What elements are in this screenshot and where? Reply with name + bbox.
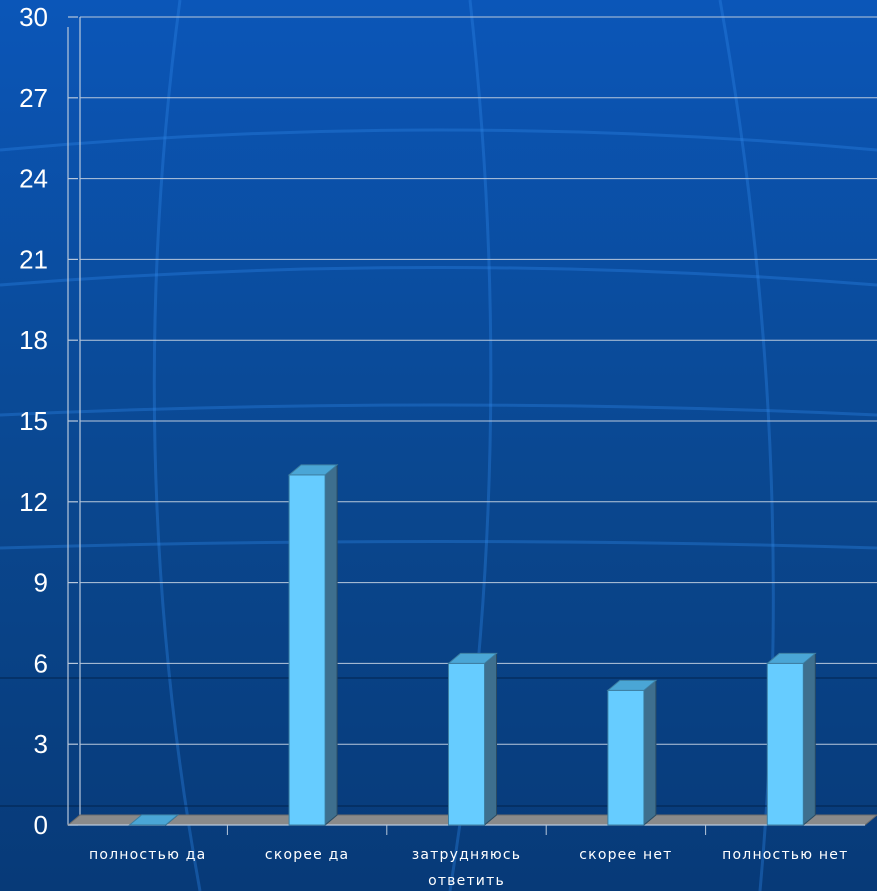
bar: [128, 813, 180, 827]
y-tick-label: 6: [34, 648, 48, 678]
bar: [447, 652, 498, 827]
bar-top: [765, 652, 817, 664]
bar-top: [287, 464, 339, 476]
bar: [765, 652, 817, 827]
bar-side: [324, 463, 338, 827]
y-tick-label: 0: [34, 810, 48, 840]
gridlines: [80, 16, 877, 745]
x-tick-label: ответить: [428, 873, 505, 889]
bar-top: [447, 652, 498, 664]
x-tick-label: скорее да: [265, 847, 349, 863]
x-tick-label: скорее нет: [579, 847, 672, 863]
bar-front: [766, 662, 804, 826]
bar: [287, 463, 339, 827]
bar-side: [802, 652, 816, 827]
y-tick-label: 3: [34, 729, 48, 759]
x-tick-label: затрудняюсь: [412, 847, 522, 863]
bars: [128, 463, 817, 827]
y-tick-labels: 0 3 6 9 12 15 18 21 24 27 30: [19, 2, 48, 840]
y-tick-label: 21: [19, 244, 48, 274]
y-tick-label: 30: [19, 2, 48, 32]
bar-top: [606, 679, 658, 691]
bar: [606, 679, 658, 827]
x-tick-label: полностью нет: [722, 847, 848, 863]
bar-front: [448, 662, 485, 826]
bar-side: [484, 652, 497, 827]
bar-front: [288, 474, 326, 826]
y-axis: [67, 16, 81, 826]
bar-front: [607, 689, 645, 826]
x-tick-label: полностью да: [89, 847, 206, 863]
y-tick-label: 9: [34, 568, 48, 598]
y-tick-label: 18: [19, 325, 48, 355]
y-tick-label: 27: [19, 83, 48, 113]
y-tick-label: 24: [19, 164, 48, 194]
bar-top: [128, 814, 180, 826]
x-tick-labels: полностью да скорее да затрудняюсь ответить…: [89, 847, 848, 889]
y-tick-label: 15: [19, 406, 48, 436]
bar-side: [643, 679, 657, 827]
y-tick-label: 12: [19, 487, 48, 517]
